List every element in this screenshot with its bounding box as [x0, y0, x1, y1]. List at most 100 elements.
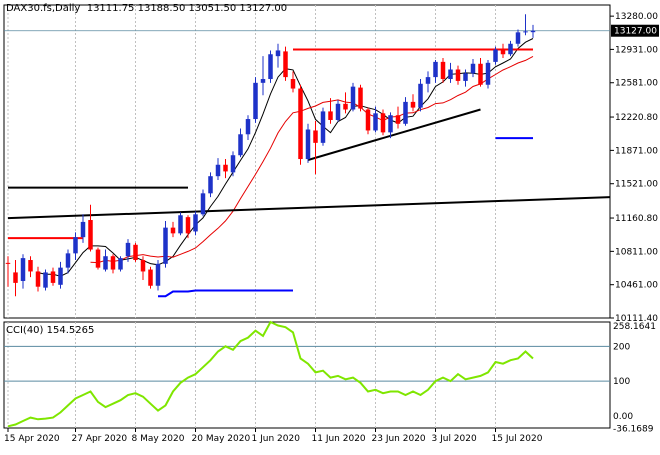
- candle-bullish: [230, 155, 236, 173]
- candle-bearish: [328, 111, 333, 120]
- candle-bearish: [380, 113, 386, 133]
- candle-bullish: [118, 258, 123, 270]
- candle-bullish: [485, 62, 491, 85]
- candle-bearish: [13, 272, 18, 283]
- candle-bullish: [163, 227, 168, 264]
- candle-bearish: [95, 249, 101, 268]
- candle-bullish: [275, 50, 281, 57]
- candle-bullish: [418, 83, 423, 108]
- x-tick-label: 11 Jun 2020: [312, 434, 366, 444]
- candle-bullish: [470, 63, 476, 74]
- main-plot-frame: [3, 4, 611, 319]
- candle-bullish: [103, 256, 108, 270]
- candle-bearish: [148, 269, 153, 286]
- chart-header: DAX30.fs,Daily 13111.75 13188.50 13051.5…: [6, 3, 287, 14]
- cci-header: CCI(40) 154.5265: [6, 325, 95, 336]
- candle-bullish: [463, 73, 468, 81]
- symbol-label: DAX30.fs,Daily: [6, 3, 81, 14]
- candle-bearish: [110, 256, 116, 270]
- cci-plot-frame: [3, 321, 611, 429]
- stepped-indicator-line: [158, 137, 533, 298]
- y-tick-label: 12581.00: [615, 79, 658, 89]
- candle-bullish: [193, 214, 198, 232]
- candle-bullish: [373, 113, 378, 131]
- cci-y-tick-label: 100: [613, 377, 630, 387]
- x-tick-label: 23 Jun 2020: [372, 434, 426, 444]
- candle-bullish: [208, 176, 213, 194]
- y-tick-label: 11521.00: [615, 180, 658, 190]
- cci-y-tick-label: 258.1641: [613, 322, 656, 332]
- candle-bearish: [283, 51, 288, 78]
- candle-bullish: [200, 193, 206, 215]
- candle-bullish: [530, 30, 536, 33]
- candle-bearish: [410, 101, 416, 108]
- y-tick-label: 11160.80: [615, 214, 658, 224]
- y-tick-label: 12220.80: [615, 113, 658, 123]
- candle-bullish: [268, 54, 273, 80]
- candle-bearish: [185, 217, 191, 234]
- candle-bullish: [253, 82, 258, 120]
- x-tick-label: 27 Apr 2020: [72, 434, 128, 444]
- candle-bullish: [388, 115, 393, 133]
- candle-bullish: [238, 134, 243, 156]
- candle-bearish: [5, 262, 11, 264]
- candle-bearish: [395, 115, 401, 124]
- current-price-badge: [611, 24, 659, 37]
- x-tick-label: 20 May 2020: [192, 434, 251, 444]
- trend-line: [7, 196, 611, 220]
- candle-bearish: [500, 49, 506, 55]
- candle-bullish: [215, 164, 221, 177]
- candle-bearish: [140, 260, 146, 272]
- candle-bearish: [133, 244, 138, 261]
- candle-bullish: [20, 258, 26, 281]
- candle-bullish: [335, 103, 341, 120]
- candle-bearish: [455, 69, 461, 81]
- cci-y-tick-label: 200: [613, 342, 630, 352]
- candle-bearish: [28, 260, 33, 272]
- candle-bullish: [493, 49, 498, 62]
- candle-bullish: [58, 267, 63, 285]
- candle-bearish: [170, 227, 176, 234]
- x-tick-label: 15 Apr 2020: [4, 434, 60, 444]
- candle-bearish: [223, 164, 228, 172]
- candle-bearish: [358, 87, 363, 109]
- candle-bullish: [403, 101, 408, 124]
- candle-bullish: [320, 111, 326, 143]
- candle-bullish: [178, 215, 183, 234]
- candle-bullish: [43, 272, 48, 288]
- candle-bullish: [515, 32, 521, 44]
- y-tick-label: 10111.40: [615, 314, 658, 324]
- x-tick-label: 15 Jul 2020: [492, 434, 543, 444]
- x-tick-label: 1 Jun 2020: [252, 434, 301, 444]
- x-tick-label: 3 Jul 2020: [432, 434, 477, 444]
- candle-bearish: [290, 79, 296, 89]
- candle-bullish: [80, 221, 86, 238]
- cci-y-tick-label: 0.00: [613, 412, 633, 422]
- candle-bullish: [508, 43, 513, 55]
- candle-bullish: [305, 129, 311, 160]
- candle-bearish: [478, 63, 483, 85]
- ohlc-values: 13111.75 13188.50 13051.50 13127.00: [86, 3, 288, 14]
- candle-bearish: [35, 271, 41, 287]
- candle-bearish: [343, 103, 348, 110]
- y-tick-label: 12931.00: [615, 45, 658, 55]
- candle-bullish: [523, 31, 528, 33]
- candle-bearish: [50, 271, 56, 283]
- current-price-label: 13127.00: [614, 27, 657, 37]
- candle-bullish: [448, 69, 453, 80]
- trend-line: [307, 108, 481, 161]
- cci-line: [7, 320, 534, 428]
- candle-bullish: [125, 242, 131, 257]
- y-tick-label: 11871.00: [615, 146, 658, 156]
- x-tick-label: 8 May 2020: [132, 434, 185, 444]
- candle-bullish: [65, 253, 71, 268]
- candle-bearish: [365, 109, 371, 131]
- candle-bearish: [298, 88, 303, 160]
- y-tick-label: 10461.00: [615, 281, 658, 291]
- candle-bearish: [88, 220, 93, 250]
- candle-bullish: [245, 119, 251, 135]
- cci-y-tick-label: -36.1689: [613, 424, 654, 434]
- candle-bullish: [425, 77, 431, 84]
